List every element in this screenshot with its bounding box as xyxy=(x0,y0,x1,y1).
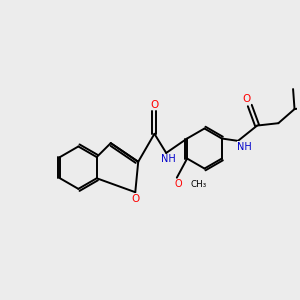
Text: O: O xyxy=(175,179,182,189)
Text: O: O xyxy=(242,94,250,104)
Text: NH: NH xyxy=(237,142,252,152)
Text: CH₃: CH₃ xyxy=(191,180,207,189)
Text: O: O xyxy=(150,100,158,110)
Text: O: O xyxy=(131,194,140,204)
Text: NH: NH xyxy=(161,154,176,164)
